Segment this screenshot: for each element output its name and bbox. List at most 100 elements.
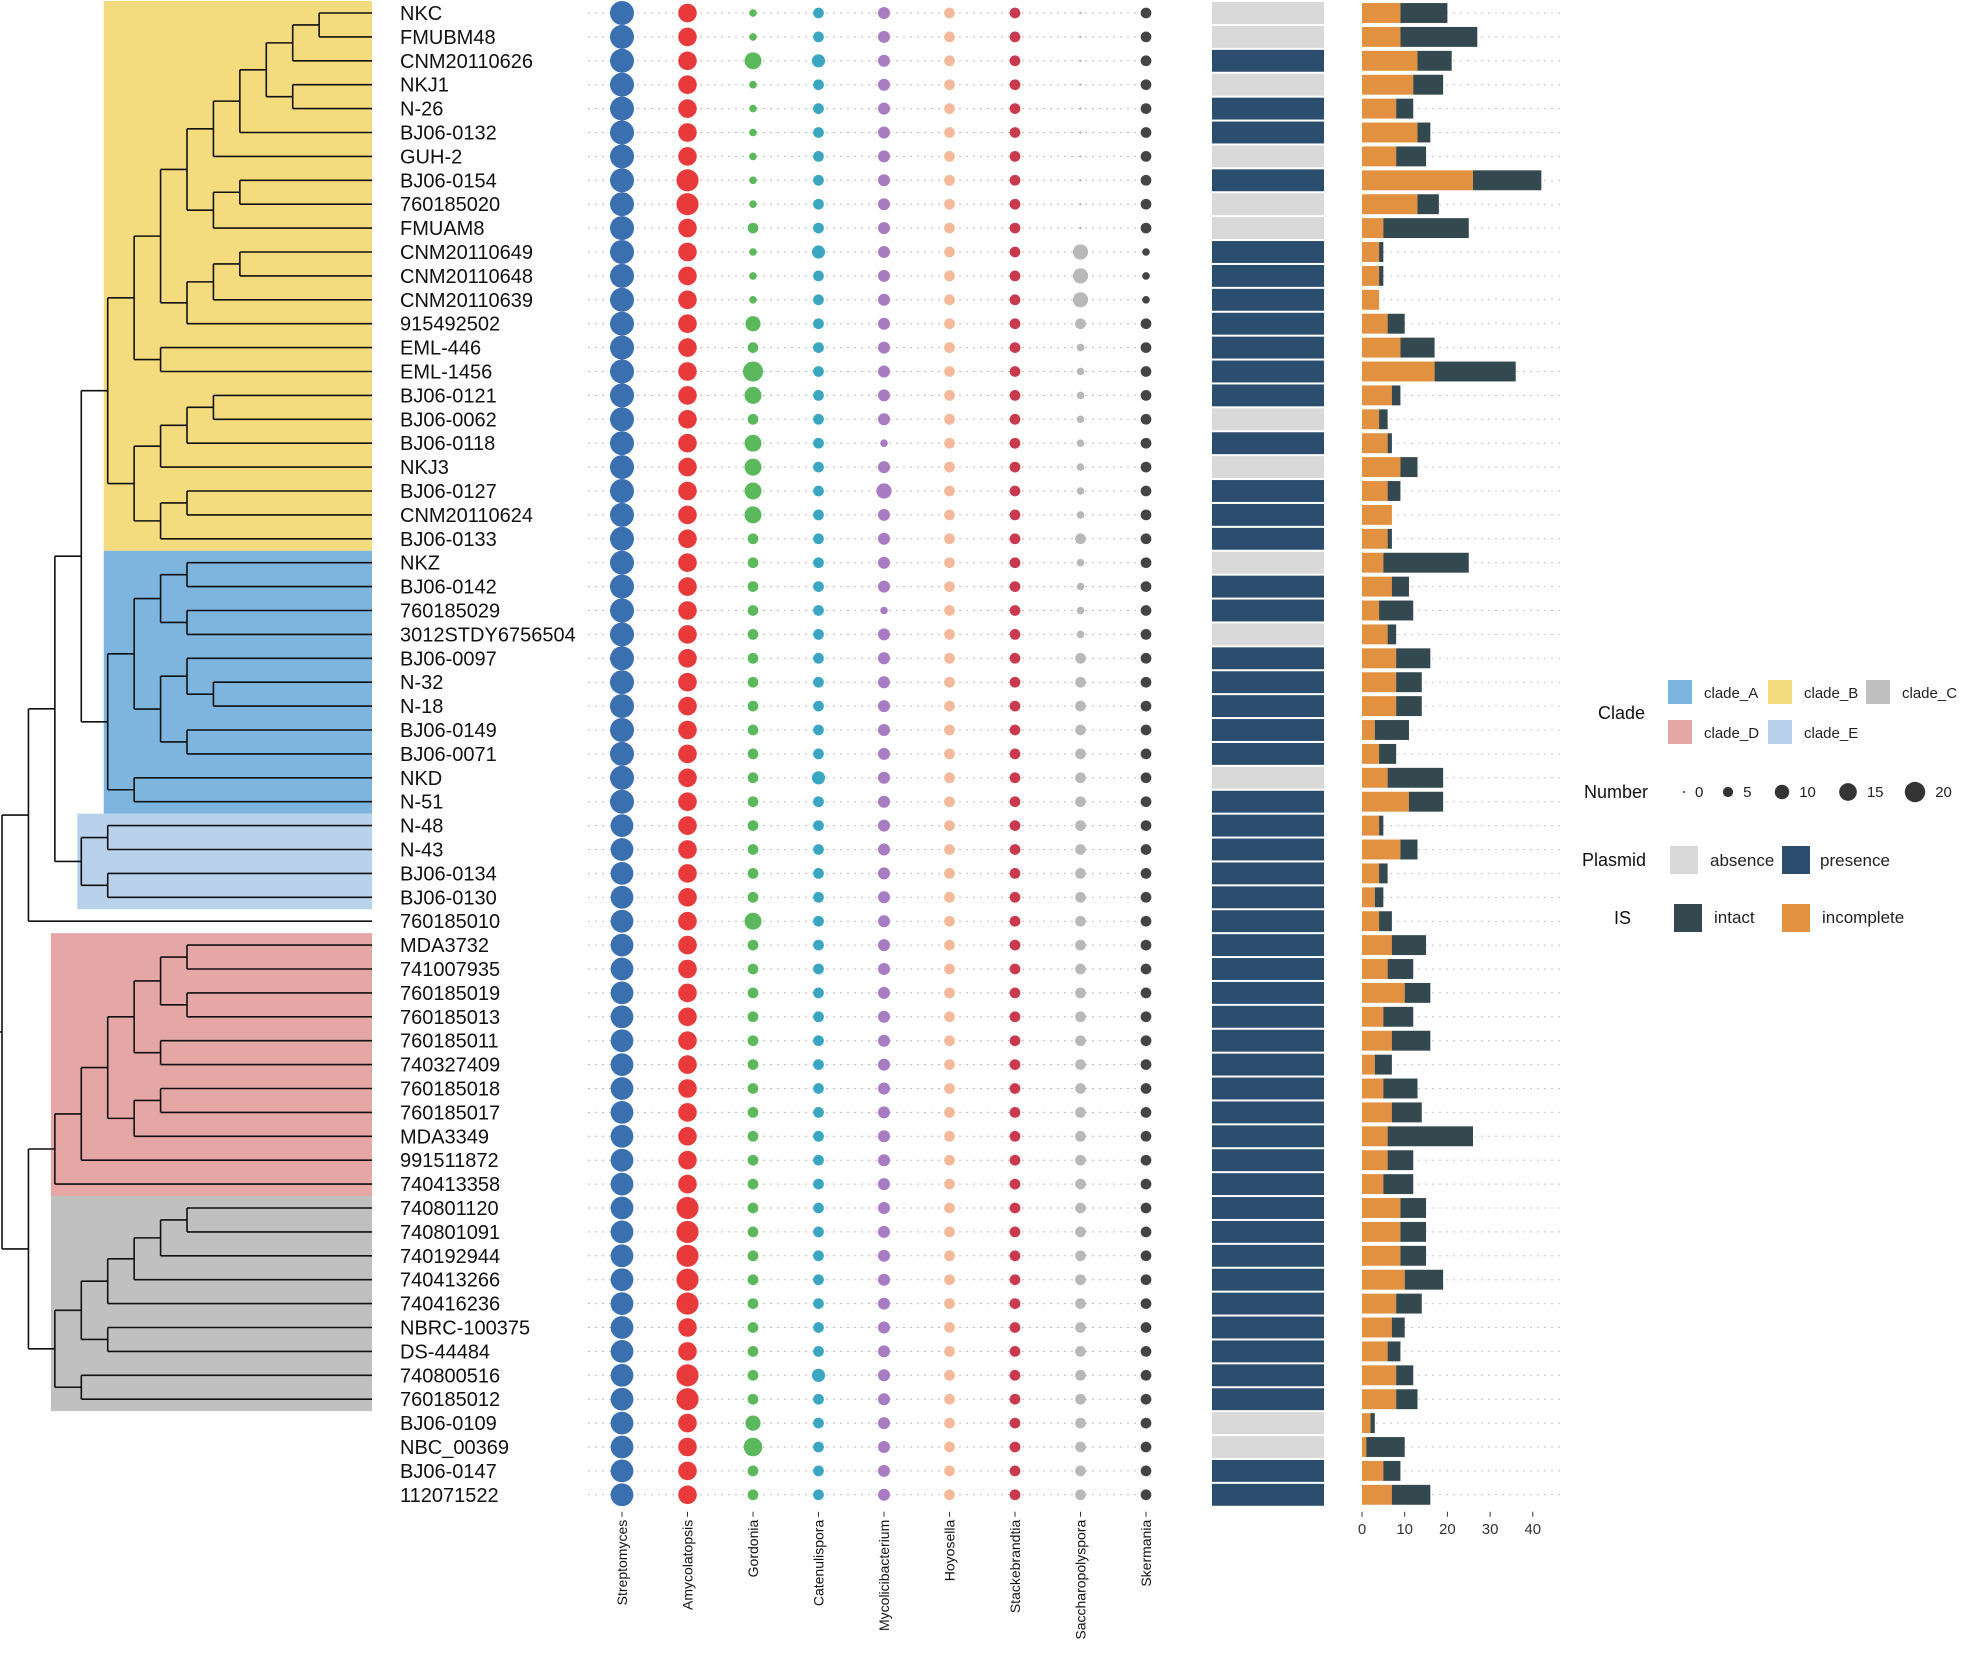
- genus-dot-catenulispora: [813, 1441, 824, 1453]
- legend-clade-swatch-clade_E: [1768, 720, 1792, 744]
- genus-dot-streptomyces: [610, 1292, 634, 1315]
- is-bar-intact: [1417, 194, 1439, 215]
- is-bar-intact: [1396, 648, 1431, 669]
- genus-dot-stackebrandtia: [1009, 676, 1021, 688]
- is-bar-intact: [1400, 337, 1435, 358]
- genus-dot-streptomyces: [610, 240, 634, 264]
- genus-dot-gordonia: [747, 1202, 759, 1214]
- genus-dot-catenulispora: [813, 748, 824, 760]
- genus-dot-catenulispora: [813, 1107, 824, 1118]
- genus-dot-saccharopolyspora: [1079, 59, 1082, 62]
- is-bar-intact: [1404, 1269, 1444, 1290]
- is-bar-intact: [1379, 265, 1384, 286]
- legend-clade-label-clade_C: clade_C: [1902, 685, 1957, 702]
- genus-dot-streptomyces: [610, 909, 634, 933]
- genus-dot-stackebrandtia: [1009, 1274, 1021, 1286]
- genus-dot-amycolatopsis: [678, 696, 697, 716]
- is-bar-incomplete: [1362, 98, 1397, 119]
- genus-dot-stackebrandtia: [1009, 891, 1021, 903]
- genus-dot-gordonia: [749, 128, 757, 137]
- genus-dot-saccharopolyspora: [1079, 203, 1082, 206]
- genus-dot-gordonia: [744, 52, 762, 70]
- genus-dot-gordonia: [747, 1178, 759, 1190]
- genus-dot-amycolatopsis: [678, 3, 697, 23]
- genus-dot-mycolicibacterium: [878, 293, 890, 306]
- genus-dot-stackebrandtia: [1009, 1393, 1021, 1405]
- plasmid-cell: [1212, 73, 1324, 96]
- tip-label: DS-44484: [400, 1341, 490, 1363]
- genus-dot-streptomyces: [610, 933, 634, 957]
- genus-dot-gordonia: [742, 361, 764, 382]
- is-bar-incomplete: [1362, 911, 1380, 932]
- genus-dot-gordonia: [747, 939, 759, 951]
- plasmid-cell: [1212, 1459, 1324, 1482]
- genus-dot-hoyosella: [944, 605, 955, 616]
- tip-label: EML-1456: [400, 362, 492, 384]
- is-bar-intact: [1391, 935, 1427, 956]
- tip-label: N-43: [400, 840, 443, 862]
- genus-dot-amycolatopsis: [678, 242, 697, 262]
- tip-label: 760185018: [400, 1079, 500, 1101]
- is-bar-intact: [1379, 815, 1384, 836]
- plasmid-cell: [1212, 288, 1324, 311]
- genus-dot-skermania: [1140, 796, 1152, 808]
- genus-dot-hoyosella: [944, 1011, 955, 1023]
- genus-dot-stackebrandtia: [1009, 868, 1021, 879]
- genus-dot-saccharopolyspora: [1079, 179, 1082, 182]
- genus-dot-mycolicibacterium: [880, 606, 888, 615]
- genus-dot-skermania: [1140, 700, 1152, 712]
- is-bar-incomplete: [1362, 313, 1388, 334]
- genus-dot-catenulispora: [813, 222, 824, 234]
- is-bar-intact: [1387, 624, 1397, 645]
- genus-dot-catenulispora: [813, 1059, 824, 1070]
- is-axis-tick-label: 20: [1439, 1521, 1456, 1538]
- genus-dot-stackebrandtia: [1009, 1107, 1021, 1118]
- genus-dot-streptomyces: [610, 670, 634, 695]
- genus-dot-catenulispora: [813, 533, 824, 545]
- genus-dot-catenulispora: [811, 54, 826, 68]
- genus-dot-saccharopolyspora: [1079, 11, 1082, 15]
- genus-dot-hoyosella: [944, 1154, 955, 1166]
- legend-plasmid-label-absence: absence: [1710, 851, 1774, 870]
- genus-dot-skermania: [1140, 1369, 1152, 1381]
- genus-dot-streptomyces: [610, 1459, 634, 1483]
- genus-dot-stackebrandtia: [1009, 509, 1021, 521]
- genus-dot-catenulispora: [813, 413, 824, 425]
- plasmid-cell: [1212, 1053, 1324, 1076]
- genus-dot-hoyosella: [944, 1346, 955, 1357]
- is-bar-intact: [1396, 1365, 1414, 1386]
- is-bar-incomplete: [1362, 863, 1380, 884]
- is-axis-tick-label: 30: [1482, 1521, 1499, 1538]
- genus-dot-amycolatopsis: [678, 1079, 697, 1098]
- genus-dot-mycolicibacterium: [878, 1393, 890, 1406]
- is-bar-incomplete: [1362, 504, 1392, 525]
- genus-dot-gordonia: [747, 1274, 759, 1286]
- is-bar-incomplete: [1362, 1317, 1392, 1338]
- genus-dot-catenulispora: [813, 939, 824, 951]
- genus-dot-mycolicibacterium: [878, 30, 890, 43]
- genus-dot-gordonia: [747, 1107, 759, 1118]
- genus-dot-amycolatopsis: [676, 1244, 699, 1267]
- genus-dot-skermania: [1140, 1035, 1152, 1047]
- genus-dot-skermania: [1140, 127, 1152, 138]
- genus-dot-mycolicibacterium: [878, 1369, 890, 1382]
- genus-dot-saccharopolyspora: [1072, 268, 1089, 284]
- genus-dot-hoyosella: [944, 652, 955, 664]
- genus-dot-skermania: [1140, 485, 1152, 497]
- is-bar-incomplete: [1362, 50, 1418, 71]
- is-bar-incomplete: [1362, 552, 1384, 573]
- plasmid-presence-column: [1212, 2, 1324, 1506]
- genus-dot-saccharopolyspora: [1079, 107, 1082, 110]
- is-bar-incomplete: [1362, 26, 1401, 47]
- is-bar-incomplete: [1362, 242, 1380, 262]
- is-bar-intact: [1379, 911, 1392, 932]
- genus-dot-catenulispora: [813, 103, 824, 114]
- tip-label: BJ06-0118: [400, 433, 495, 455]
- genus-dot-catenulispora: [813, 174, 824, 186]
- genus-dot-saccharopolyspora: [1075, 1083, 1086, 1094]
- legend-number-dot: [1904, 781, 1926, 803]
- genus-dot-hoyosella: [944, 891, 955, 903]
- genus-dot-catenulispora: [813, 1130, 824, 1142]
- genus-dot-saccharopolyspora: [1075, 796, 1086, 808]
- genus-dot-hoyosella: [944, 79, 955, 91]
